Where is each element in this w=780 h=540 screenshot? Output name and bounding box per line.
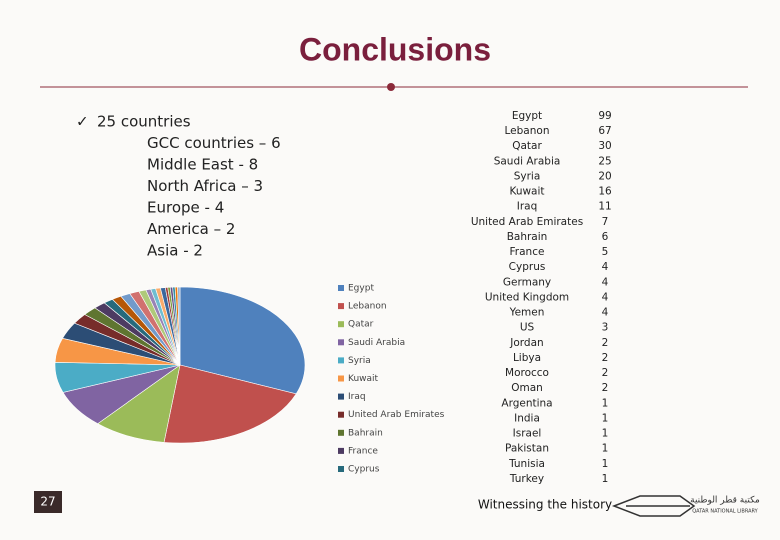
legend: Egypt Lebanon Qatar Saudi Arabia Syria Kuwait… [338,284,445,475]
country-name: Pakistan [505,443,549,455]
footer-text: Witnessing the history [478,498,612,512]
legend-swatch [338,321,344,328]
bullet-text: America – 2 [147,220,235,238]
legend-label: Saudi Arabia [348,338,405,348]
country-count: 4 [602,291,609,303]
country-count: 2 [602,382,609,394]
country-count: 1 [602,473,609,485]
country-count: 4 [602,261,609,273]
pie-slice [179,286,306,395]
country-name: Libya [513,352,541,364]
country-name: Tunisia [508,458,545,470]
country-count: 1 [602,443,609,455]
legend-swatch [338,357,344,364]
country-name: US [520,322,535,334]
bullet-text: Middle East - 8 [147,156,258,174]
legend-swatch [338,447,344,454]
page-number: 27 [40,495,55,509]
country-count: 3 [602,322,609,334]
country-count: 11 [598,201,611,213]
footer-ornament [611,495,696,517]
country-count: 1 [602,397,609,409]
country-count: 20 [598,170,611,182]
country-name: Argentina [501,397,552,409]
country-name: India [514,412,540,424]
legend-swatch [338,375,344,382]
country-name: Cyprus [509,261,546,273]
country-name: Egypt [512,110,542,122]
legend-swatch [338,411,344,418]
page-number-box [34,491,62,513]
country-count: 5 [602,246,609,258]
country-name: Jordan [509,337,543,349]
legend-swatch [338,285,344,291]
country-name: Saudi Arabia [494,155,561,167]
country-name: Kuwait [509,186,544,198]
bullet-text: GCC countries – 6 [147,134,281,152]
country-count: 67 [598,125,611,137]
country-name: Yemen [509,307,545,319]
country-count: 16 [598,186,612,198]
slide-title: Conclusions [299,31,491,67]
check-mark: ✓ [76,113,89,131]
country-name: Turkey [509,473,544,485]
country-count: 2 [602,352,609,364]
country-name: Lebanon [505,125,550,137]
country-name: Iraq [517,201,538,213]
country-count: 6 [602,231,609,243]
legend-swatch [338,429,344,436]
legend-label: United Arab Emirates [348,410,445,420]
legend-label: Qatar [348,320,374,330]
legend-label: Egypt [348,284,374,294]
bullet-text: Asia - 2 [147,242,203,260]
country-name: Bahrain [507,231,548,243]
country-count: 4 [602,307,609,319]
legend-label: Kuwait [348,374,379,384]
legend-label: Iraq [348,392,366,402]
legend-label: France [348,446,378,456]
country-count: 1 [602,458,609,470]
country-name: Oman [511,382,543,394]
country-count: 99 [598,110,611,122]
legend-swatch [338,339,344,346]
country-count: 4 [602,276,609,288]
bullet-text: 25 countries [97,113,191,131]
logo-english: QATAR NATIONAL LIBRARY [692,509,758,515]
country-name: United Kingdom [485,291,569,303]
country-name: Syria [514,170,541,182]
legend-swatch [338,393,344,400]
legend-label: Syria [348,356,371,366]
pie-slice [177,286,181,366]
legend-label: Lebanon [348,302,387,312]
country-name: United Arab Emirates [471,216,583,228]
country-count: 1 [602,428,609,440]
bullet-list: 25 countries GCC countries – 6 Middle East… [97,113,281,260]
bullet-text: Europe - 4 [147,199,224,217]
bullet-text: North Africa – 3 [147,177,263,195]
country-name: Qatar [512,140,542,152]
country-name: France [510,246,545,258]
pie-chart [54,286,306,444]
country-count: 7 [602,216,609,228]
country-name: Germany [503,276,551,288]
country-count: 25 [598,155,611,167]
legend-swatch [338,303,344,310]
logo-arabic: مكتبة قطر الوطنية [690,496,760,506]
legend-label: Bahrain [348,428,383,438]
country-count: 1 [602,412,609,424]
country-count: 2 [602,367,609,379]
legend-swatch [338,466,344,472]
country-count: 2 [602,337,609,349]
legend-label: Cyprus [348,465,380,475]
rule-dot [387,83,395,91]
country-count: 30 [598,140,611,152]
country-name: Israel [513,428,542,440]
pie-slice [163,364,297,444]
country-name: Morocco [505,367,549,379]
